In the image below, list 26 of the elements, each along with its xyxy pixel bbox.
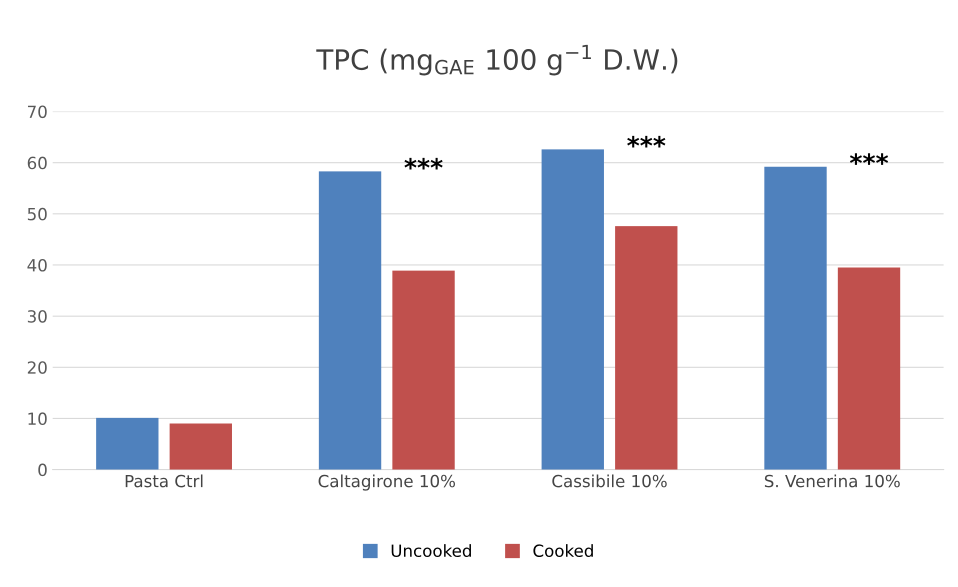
chart-title: TPC (mg$_{GAE}$ 100 g$^{−1}$ D.W.) bbox=[316, 44, 678, 76]
annotation: *** bbox=[404, 158, 443, 170]
y-tick-label: 30 bbox=[28, 310, 47, 323]
x-tick-label: S. Venerina 10% bbox=[764, 474, 900, 488]
bar bbox=[392, 270, 455, 470]
legend-label: Uncooked bbox=[392, 544, 471, 558]
y-tick-label: 50 bbox=[28, 208, 47, 220]
bar bbox=[318, 171, 382, 470]
x-tick-label: Pasta Ctrl bbox=[126, 474, 202, 488]
bar bbox=[838, 268, 900, 470]
legend-label: Cooked bbox=[533, 544, 593, 558]
x-tick-label: Cassibile 10% bbox=[552, 474, 667, 488]
bar bbox=[170, 424, 232, 470]
bar bbox=[96, 418, 158, 470]
annotation: *** bbox=[627, 136, 666, 148]
x-tick-label: Caltagirone 10% bbox=[318, 474, 456, 491]
bar bbox=[542, 149, 604, 470]
y-tick-label: 60 bbox=[28, 156, 47, 170]
annotation: *** bbox=[850, 153, 888, 165]
y-tick-label: 0 bbox=[38, 464, 47, 476]
y-tick-label: 20 bbox=[28, 361, 47, 374]
y-tick-label: 40 bbox=[27, 258, 47, 272]
bar bbox=[615, 226, 678, 470]
y-tick-label: 10 bbox=[28, 412, 47, 426]
y-tick-label: 70 bbox=[28, 105, 47, 118]
bar bbox=[764, 166, 827, 470]
